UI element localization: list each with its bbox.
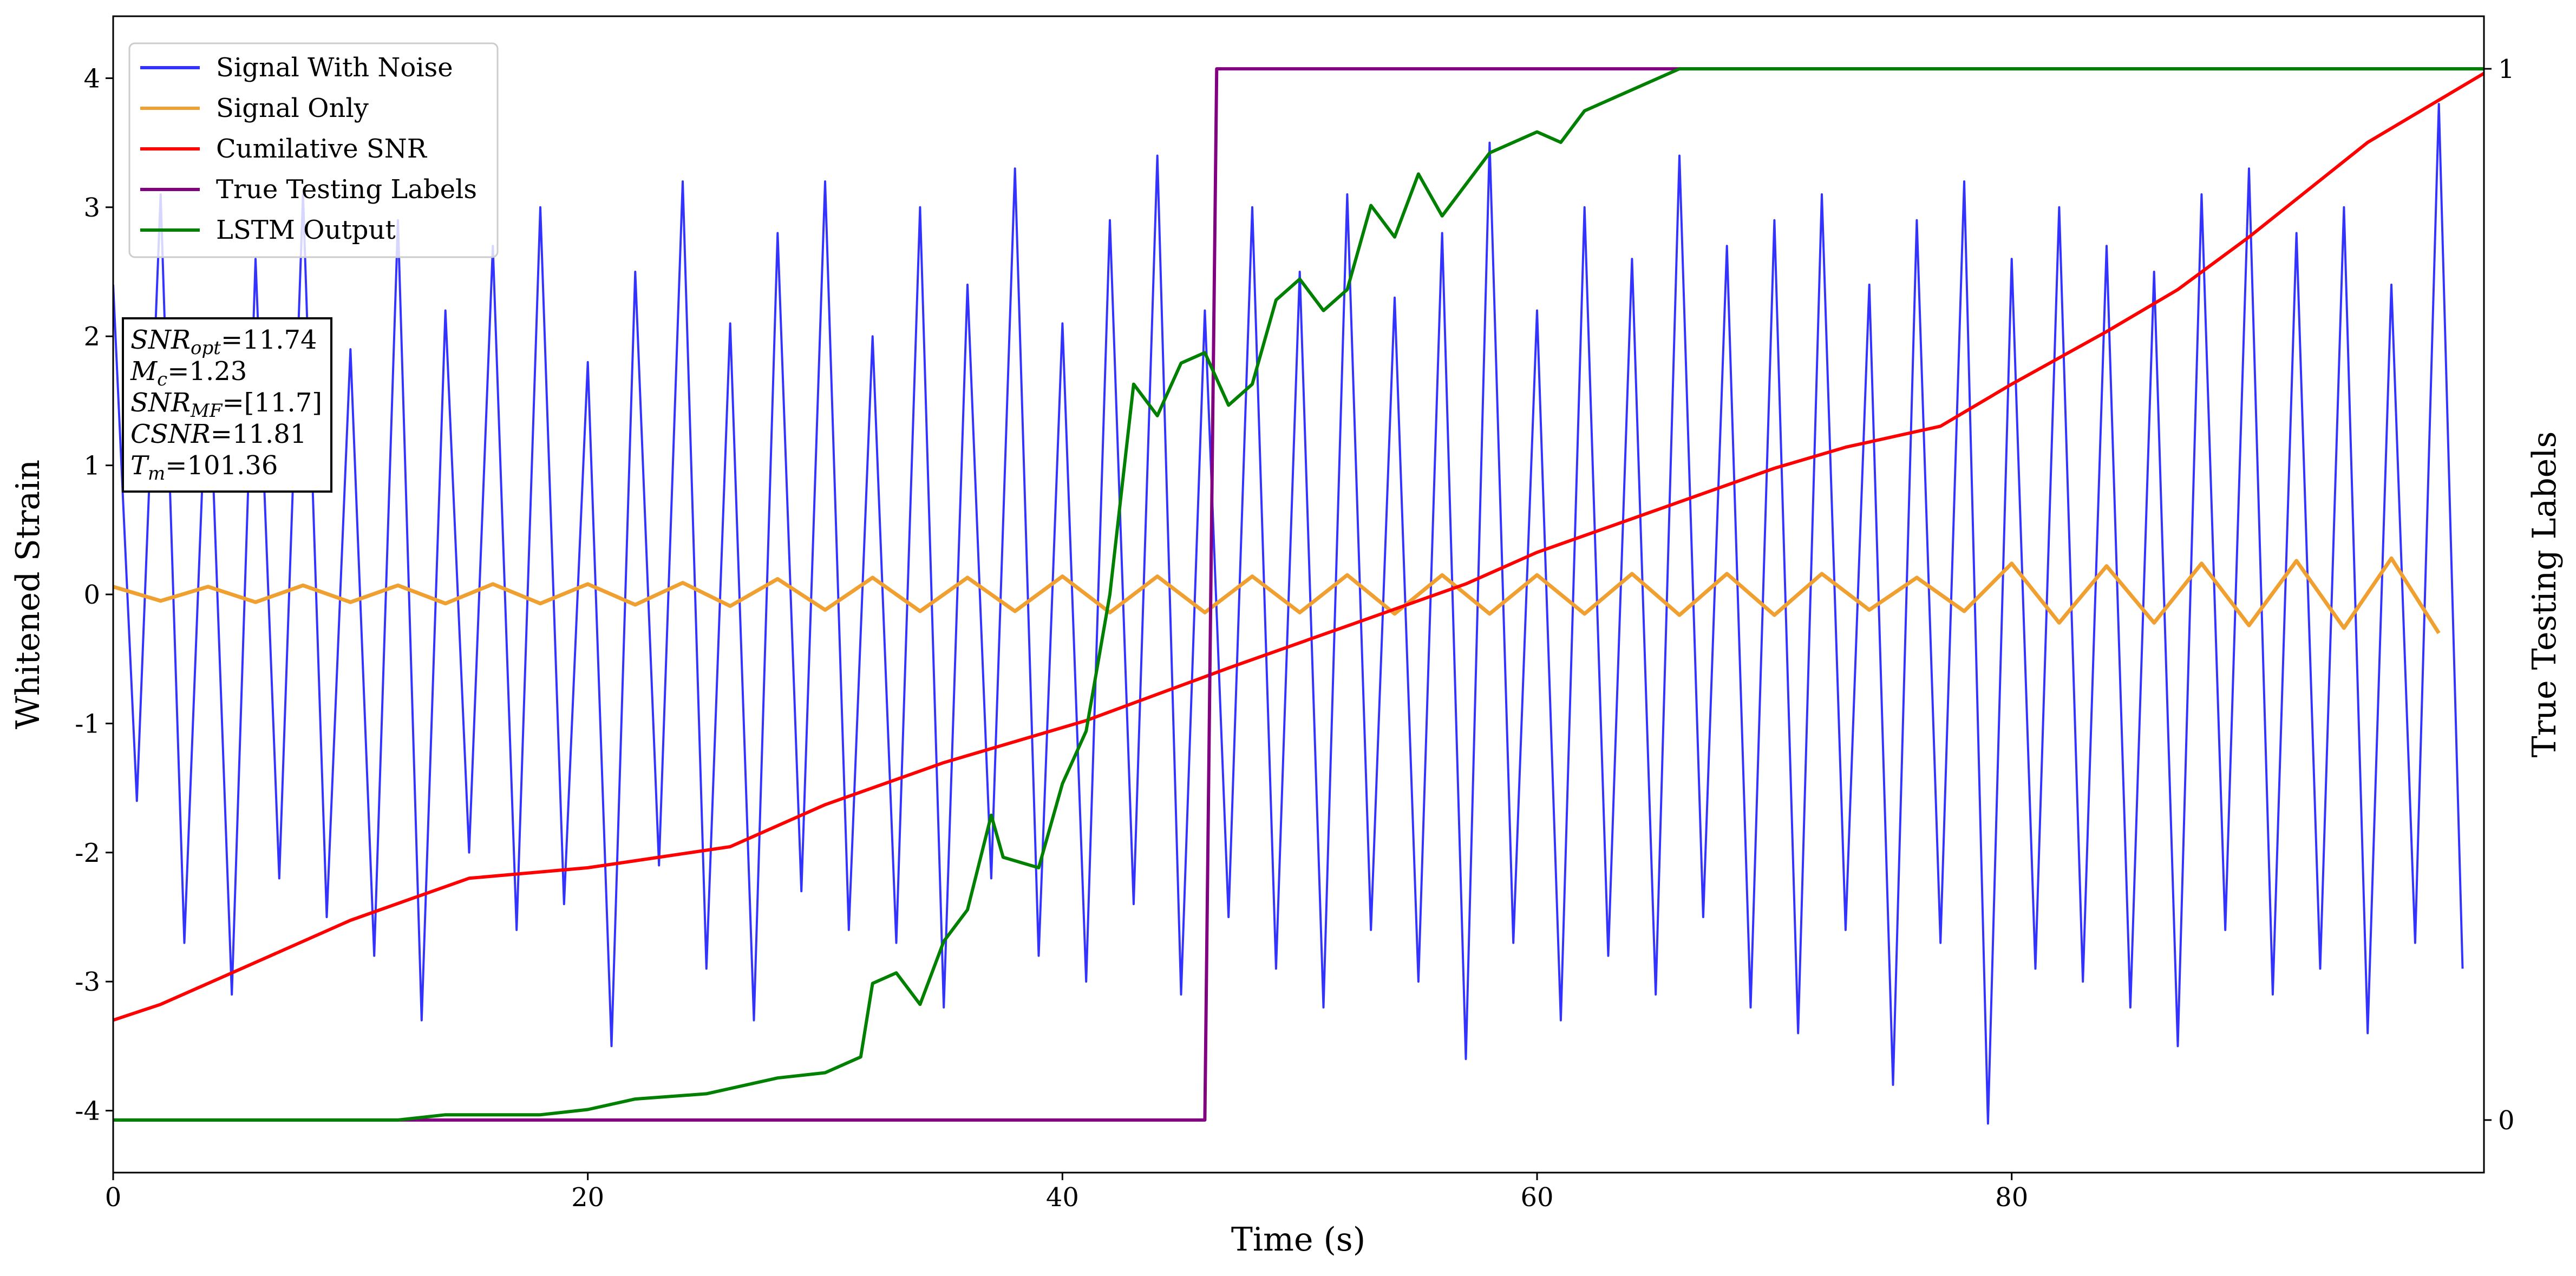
x-tick-label: 80 <box>1995 1182 2028 1213</box>
y-tick-label: -4 <box>75 1096 100 1127</box>
legend-label: Signal With Noise <box>216 53 453 83</box>
legend-box <box>128 42 499 258</box>
annotation-symbol: M <box>130 356 158 387</box>
annotation-line: CSNR=11.81 <box>130 419 306 449</box>
annotation-line: SNRMF=[11.7] <box>130 388 322 422</box>
y2-tick-label: 1 <box>2498 54 2515 84</box>
annotation-line: Tm=101.36 <box>130 450 278 485</box>
y-axis-label: Whitened Strain <box>9 460 47 729</box>
y-tick-label: -3 <box>75 967 100 997</box>
series-line <box>113 71 2484 1022</box>
y2-axis-label: True Testing Labels <box>2526 431 2564 758</box>
y-tick-label: -2 <box>75 838 100 868</box>
series-line <box>113 556 2441 634</box>
y-tick-label: 4 <box>83 63 100 94</box>
annotation-line: Mc=1.23 <box>130 356 247 390</box>
annotation-symbol: SNR <box>130 388 191 418</box>
series-line <box>113 67 2484 1122</box>
annotation-subscript: c <box>157 369 167 390</box>
annotation-box <box>122 317 332 493</box>
x-axis-label: Time (s) <box>1231 1221 1365 1259</box>
y-tick-label: -1 <box>75 709 100 739</box>
legend-label: Signal Only <box>216 93 369 123</box>
annotation-subscript: opt <box>191 337 221 359</box>
annotation-value: =[11.7] <box>222 388 322 418</box>
y-tick-label: 1 <box>83 451 100 481</box>
legend: Signal With Noise Signal Only Cumilative S… <box>128 42 499 258</box>
annotation-symbol: T <box>130 450 149 481</box>
annotation-line: SNRopt=11.74 <box>130 325 317 359</box>
annotation-symbol: CSNR <box>130 419 211 449</box>
legend-label: Cumilative SNR <box>216 134 428 164</box>
annotation: SNRopt=11.74Mc=1.23SNRMF=[11.7]CSNR=11.8… <box>122 317 332 493</box>
y2-tick-label: 0 <box>2498 1105 2515 1136</box>
annotation-value: =1.23 <box>167 356 247 387</box>
y-tick-label: 0 <box>83 580 100 610</box>
x-tick-label: 60 <box>1520 1182 1553 1213</box>
annotation-value: =11.81 <box>211 419 307 449</box>
annotation-symbol: SNR <box>130 325 191 355</box>
plot-frame <box>112 15 2485 1174</box>
annotation-subscript: m <box>148 463 165 485</box>
x-tick-label: 20 <box>571 1182 604 1213</box>
y-tick-label: 2 <box>83 322 100 352</box>
y-tick-label: 3 <box>83 193 100 223</box>
annotation-subscript: MF <box>190 400 223 422</box>
legend-label: True Testing Labels <box>216 174 477 205</box>
legend-label: LSTM Output <box>216 215 396 245</box>
annotation-value: =101.36 <box>165 450 278 481</box>
x-tick-label: 0 <box>105 1182 122 1213</box>
annotation-value: =11.74 <box>221 325 317 355</box>
x-tick-label: 40 <box>1046 1182 1079 1213</box>
